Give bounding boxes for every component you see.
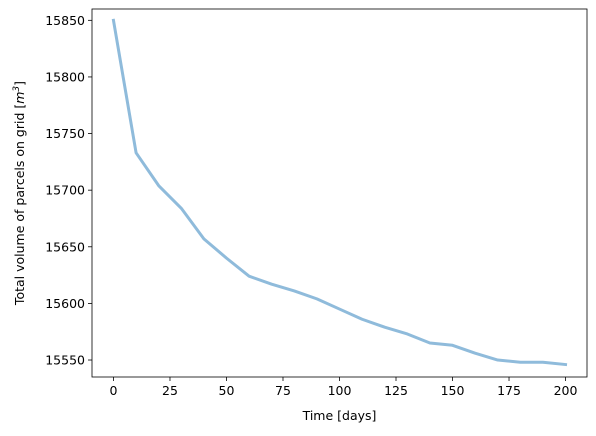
y-axis-ticks: 15550 15600 15650 15700 15750 15800 15850 bbox=[45, 13, 92, 368]
x-tick-label: 150 bbox=[441, 383, 465, 398]
y-tick-label: 15600 bbox=[45, 296, 85, 311]
y-tick-label: 15700 bbox=[45, 183, 85, 198]
y-tick-label: 15800 bbox=[45, 69, 85, 84]
x-tick-label: 175 bbox=[497, 383, 521, 398]
y-tick-label: 15750 bbox=[45, 126, 85, 141]
y-axis-label-suffix: ] bbox=[12, 81, 27, 86]
y-axis-label-unit-exponent: 3 bbox=[12, 86, 22, 92]
series-line-0 bbox=[111, 18, 568, 367]
y-axis-label: Total volume of parcels on grid [m3] bbox=[12, 81, 27, 306]
x-tick-label: 0 bbox=[109, 383, 117, 398]
x-tick-label: 75 bbox=[275, 383, 291, 398]
x-axis-label: Time [days] bbox=[302, 408, 377, 423]
x-tick-label: 25 bbox=[162, 383, 178, 398]
x-tick-label: 200 bbox=[554, 383, 578, 398]
y-tick-label: 15550 bbox=[45, 353, 85, 368]
y-axis-label-prefix: Total volume of parcels on grid [ bbox=[12, 104, 27, 306]
y-tick-label: 15650 bbox=[45, 239, 85, 254]
plot-series-layer bbox=[111, 18, 568, 367]
y-tick-label: 15850 bbox=[45, 13, 85, 28]
x-tick-label: 50 bbox=[219, 383, 235, 398]
x-tick-label: 125 bbox=[384, 383, 408, 398]
y-axis-label-unit-base: m bbox=[12, 92, 27, 104]
x-tick-label: 100 bbox=[328, 383, 352, 398]
x-axis-ticks: 0 25 50 75 100 125 150 175 200 bbox=[109, 377, 578, 398]
